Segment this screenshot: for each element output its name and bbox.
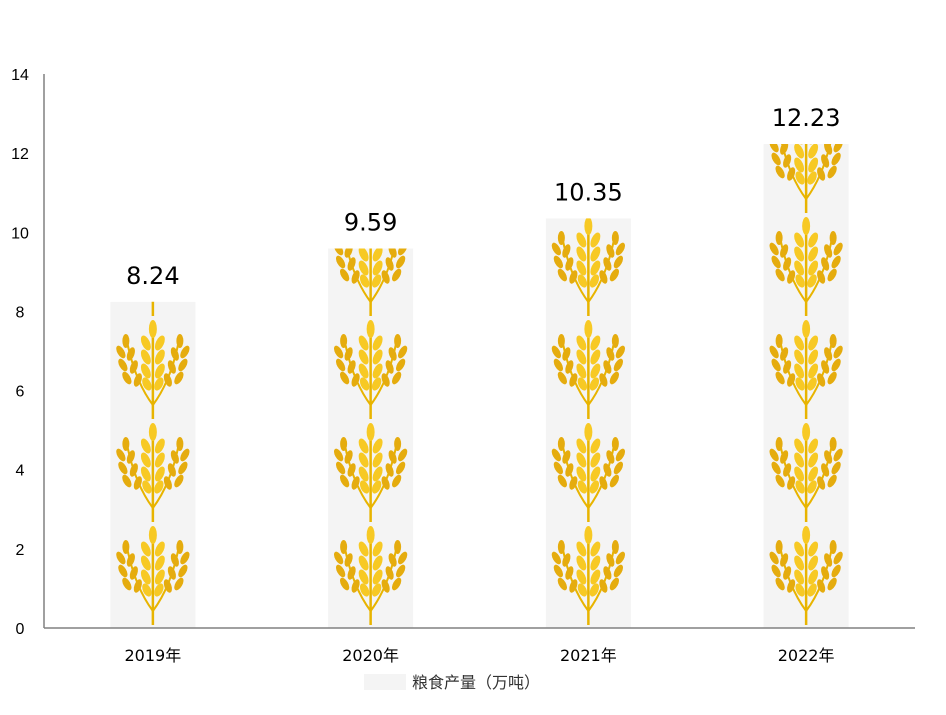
bars-layer xyxy=(110,11,849,628)
y-tick-label: 10 xyxy=(11,225,29,242)
wheat-icon-stack xyxy=(113,114,193,627)
wheat-icon xyxy=(114,114,191,213)
wheat-icon xyxy=(332,114,409,213)
y-tick-label: 4 xyxy=(16,463,25,480)
x-tick-label: 2022年 xyxy=(778,646,835,665)
axes-layer xyxy=(43,74,915,629)
y-tick-label: 12 xyxy=(11,146,29,163)
data-label: 10.35 xyxy=(554,178,623,206)
data-label: 12.23 xyxy=(772,104,841,132)
x-tick-label: 2021年 xyxy=(560,646,617,665)
y-tick-label: 6 xyxy=(16,384,25,401)
y-tick-label: 2 xyxy=(16,542,25,559)
y-tick-label: 0 xyxy=(16,621,25,638)
bar xyxy=(763,11,849,628)
wheat-icon-stack xyxy=(330,114,411,627)
y-tick-label: 8 xyxy=(16,304,25,321)
legend-label: 粮食产量（万吨） xyxy=(412,673,540,692)
wheat-icon xyxy=(768,11,845,110)
data-label: 9.59 xyxy=(344,209,397,237)
labels-layer: 8.24 2019年 9.59 2020年 10.35 2021年 12.23 2022年 0 2… xyxy=(11,67,840,665)
legend: 粮食产量（万吨） xyxy=(364,673,540,692)
y-tick-label: 14 xyxy=(11,67,29,84)
data-label: 8.24 xyxy=(126,262,179,290)
x-tick-label: 2019年 xyxy=(125,646,182,665)
bar xyxy=(328,114,414,628)
bar xyxy=(110,114,196,628)
bar xyxy=(545,218,631,628)
legend-swatch xyxy=(364,674,406,690)
x-tick-label: 2020年 xyxy=(342,646,399,665)
